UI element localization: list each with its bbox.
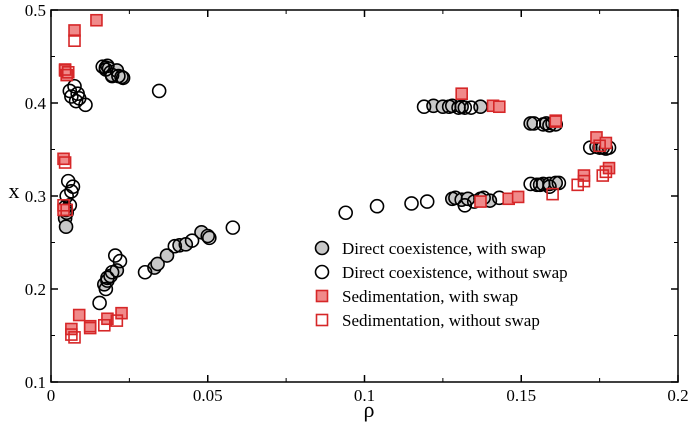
series-3-point <box>58 63 72 76</box>
series-2-point <box>57 203 70 217</box>
series-0-point <box>523 116 538 131</box>
series-3-point <box>61 66 75 79</box>
series-1-point <box>167 238 183 254</box>
legend-marker-3 <box>315 313 329 327</box>
x-tick-label: 0 <box>47 386 56 405</box>
y-tick-label: 0.5 <box>25 1 46 20</box>
x-tick-label: 0.1 <box>354 386 375 405</box>
series-1-point <box>463 100 479 115</box>
series-3-point <box>83 321 97 335</box>
legend: Direct coexistence, with swap Direct coex… <box>314 239 568 330</box>
x-tick-label: 0.2 <box>667 386 688 405</box>
series-2-point <box>90 13 103 27</box>
series-2-point <box>101 312 114 326</box>
series-2-point <box>511 190 525 204</box>
series-1-point <box>184 233 200 248</box>
series-1-point <box>441 99 457 115</box>
y-tick-label: 0.4 <box>25 94 47 113</box>
series-1-point <box>457 100 473 115</box>
series-3-point <box>60 203 73 217</box>
y-axis-label: x <box>9 178 20 203</box>
legend-label-1: Direct coexistence, without swap <box>342 263 568 282</box>
series-3-point <box>546 187 559 201</box>
series-3-point <box>68 331 81 344</box>
legend-label-2: Sedimentation, with swap <box>342 287 518 306</box>
series-1-point <box>78 97 93 113</box>
series-1-point <box>526 116 542 131</box>
series-2-point <box>455 87 468 100</box>
series-1-point <box>419 194 435 209</box>
series-1-point <box>404 196 419 211</box>
series-0-point <box>58 219 74 234</box>
series-1-point <box>68 93 84 109</box>
series-1-point <box>98 281 114 297</box>
series-3-point <box>577 174 591 188</box>
series-1-point <box>104 67 120 83</box>
series-2-point <box>72 308 86 322</box>
series-1-point <box>338 205 353 221</box>
legend-label-3: Sedimentation, without swap <box>342 311 540 330</box>
series-0-point <box>150 256 165 272</box>
series-1-point <box>92 295 107 311</box>
y-tick-label: 0.3 <box>25 187 46 206</box>
points-layer <box>57 13 617 344</box>
series-1-point <box>416 99 432 115</box>
series-1-point <box>112 253 128 269</box>
series-3-point <box>68 34 81 47</box>
y-tick-label: 0.2 <box>25 280 46 299</box>
series-1-point <box>542 179 557 194</box>
legend-marker-0 <box>314 240 330 256</box>
series-2-point <box>474 195 487 208</box>
series-3-point <box>549 115 563 128</box>
series-2-point <box>68 24 81 37</box>
series-1-point <box>67 78 82 94</box>
x-axis-label: ρ <box>364 397 375 422</box>
series-3-point <box>596 169 610 182</box>
series-1-point <box>100 58 115 74</box>
series-1-point <box>202 230 217 246</box>
series-1-point <box>369 198 385 214</box>
series-3-point <box>97 318 111 332</box>
series-1-point <box>448 190 463 206</box>
series-1-point <box>115 70 131 86</box>
legend-marker-2 <box>315 289 329 303</box>
series-1-point <box>225 220 241 235</box>
series-3-point <box>58 156 72 169</box>
series-1-point <box>64 184 79 199</box>
legend-label-0: Direct coexistence, with swap <box>342 239 546 258</box>
series-1-point <box>137 264 153 280</box>
x-tick-label: 0.15 <box>506 386 536 405</box>
series-2-point <box>57 152 70 166</box>
series-3-point <box>110 314 124 327</box>
ticks-layer: 0 0.05 0.1 0.15 0.2 0.1 0.2 0.3 0.4 0.5 <box>25 1 689 405</box>
series-1-point <box>151 83 167 99</box>
series-3-point <box>57 199 70 212</box>
series-1-point <box>457 198 473 213</box>
series-0-point <box>159 248 175 263</box>
y-tick-label: 0.1 <box>25 373 46 392</box>
series-3-point <box>599 165 613 179</box>
series-1-point <box>104 264 120 280</box>
series-2-point <box>493 100 506 114</box>
series-3-point <box>65 328 78 341</box>
x-tick-label: 0.05 <box>193 386 223 405</box>
legend-marker-1 <box>314 264 330 280</box>
series-3-point <box>593 139 606 153</box>
